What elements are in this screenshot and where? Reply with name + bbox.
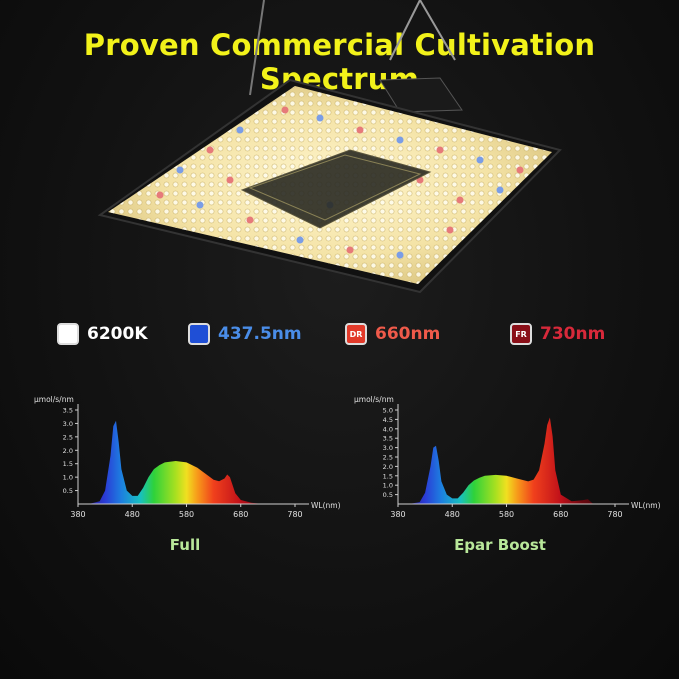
legend-item-660nm: DR 660nm bbox=[345, 323, 440, 345]
y-tick-label: 3.0 bbox=[383, 444, 393, 452]
x-tick-label: 380 bbox=[70, 510, 85, 519]
y-tick-label: 0.5 bbox=[63, 487, 73, 495]
x-tick-label: 780 bbox=[607, 510, 622, 519]
legend-label: 730nm bbox=[540, 324, 606, 344]
spectrum-chart-full: 380 480 580 680 780 0.5 1.0 1.5 2.0 2.5 3.0 3.5 μmol… bbox=[34, 395, 341, 519]
spectrum-area bbox=[88, 420, 263, 504]
y-axis-label: μmol/s/nm bbox=[354, 395, 394, 404]
y-tick-label: 1.0 bbox=[383, 482, 393, 490]
y-tick-label: 3.0 bbox=[63, 420, 73, 428]
x-tick-label: 680 bbox=[233, 510, 248, 519]
x-tick-label: 380 bbox=[390, 510, 405, 519]
x-tick-label: 780 bbox=[287, 510, 302, 519]
hanging-wire-left bbox=[249, 0, 265, 96]
y-tick-label: 1.5 bbox=[383, 472, 393, 480]
y-tick-label: 2.0 bbox=[383, 463, 393, 471]
y-tick-label: 2.0 bbox=[63, 447, 73, 455]
legend-item-730nm: FR 730nm bbox=[510, 323, 605, 345]
y-tick-label: 2.5 bbox=[63, 433, 73, 441]
x-tick-label: 580 bbox=[179, 510, 194, 519]
legend-label: 437.5nm bbox=[218, 324, 302, 344]
y-tick-label: 1.0 bbox=[63, 474, 73, 482]
chart-caption-epar-boost: Epar Boost bbox=[454, 536, 546, 554]
colored-leds bbox=[156, 106, 524, 259]
deep-red-led-swatch: DR bbox=[345, 323, 367, 345]
x-tick-label: 480 bbox=[445, 510, 460, 519]
y-tick-label: 4.0 bbox=[383, 425, 393, 433]
y-tick-label: 1.5 bbox=[63, 460, 73, 468]
legend-item-437nm: 437.5nm bbox=[188, 323, 302, 345]
y-tick-label: 2.5 bbox=[383, 454, 393, 462]
page-title: Proven Commercial Cultivation Spectrum bbox=[83, 28, 596, 96]
x-axis-label: WL(nm) bbox=[311, 501, 341, 510]
y-tick-label: 3.5 bbox=[383, 435, 393, 443]
y-tick-label: 5.0 bbox=[383, 407, 393, 415]
y-tick-label: 0.5 bbox=[383, 491, 393, 499]
y-tick-label: 4.5 bbox=[383, 416, 393, 424]
x-tick-label: 480 bbox=[125, 510, 140, 519]
x-axis-label: WL(nm) bbox=[631, 501, 661, 510]
y-tick-label: 3.5 bbox=[63, 407, 73, 415]
legend-item-6200k: 6200K bbox=[57, 323, 148, 345]
spectrum-chart-epar-boost: 380 480 580 680 780 0.51.0 1.52.02.5 3.03.5 4.04… bbox=[354, 395, 661, 519]
x-tick-label: 580 bbox=[499, 510, 514, 519]
grow-light-panel-image bbox=[97, 0, 562, 294]
y-axis-label: μmol/s/nm bbox=[34, 395, 74, 404]
white-led-swatch bbox=[57, 323, 79, 345]
hanging-wire-center bbox=[389, 0, 421, 61]
legend-label: 6200K bbox=[87, 324, 148, 344]
far-red-led-swatch: FR bbox=[510, 323, 532, 345]
legend-label: 660nm bbox=[375, 324, 441, 344]
driver-box bbox=[379, 77, 463, 113]
blue-led-swatch bbox=[188, 323, 210, 345]
spectrum-area bbox=[408, 417, 594, 504]
x-tick-label: 680 bbox=[553, 510, 568, 519]
center-heat-sink bbox=[240, 149, 432, 229]
chart-caption-full: Full bbox=[169, 536, 201, 554]
